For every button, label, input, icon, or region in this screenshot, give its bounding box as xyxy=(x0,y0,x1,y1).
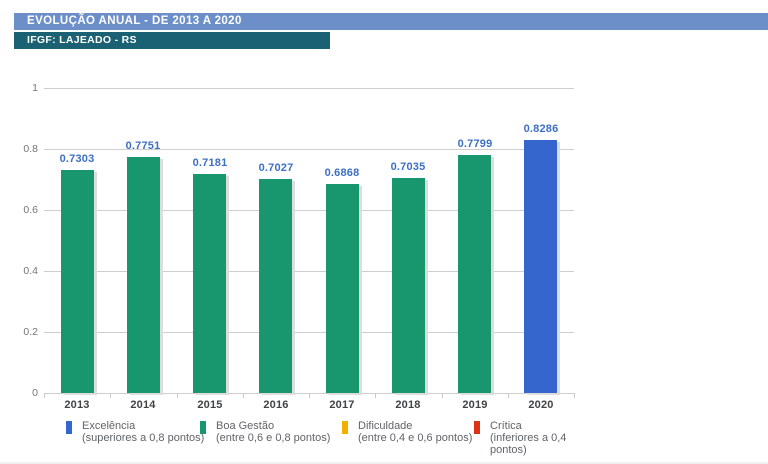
y-axis-tick-label: 0.4 xyxy=(23,265,38,277)
y-axis-tick-label: 0.8 xyxy=(23,143,38,155)
y-axis-tick-label: 0.6 xyxy=(23,204,38,216)
x-axis-tick xyxy=(110,393,111,398)
x-axis-tick xyxy=(375,393,376,398)
bar-value-label: 0.7799 xyxy=(457,138,493,150)
legend-label: Dificuldade (entre 0,4 e 0,6 pontos) xyxy=(358,420,473,444)
x-axis-label-2017: 2017 xyxy=(329,399,355,411)
legend-label: Excelência (superiores a 0,8 pontos) xyxy=(82,420,205,444)
gridline xyxy=(44,149,574,150)
x-axis-tick xyxy=(177,393,178,398)
bar-value-label: 0.6868 xyxy=(324,167,360,179)
x-axis-label-2016: 2016 xyxy=(263,399,289,411)
legend-item-2: Dificuldade (entre 0,4 e 0,6 pontos) xyxy=(342,420,472,444)
bar-2013[interactable] xyxy=(61,170,94,393)
legend-label: Boa Gestão (entre 0,6 e 0,8 pontos) xyxy=(216,420,331,444)
x-axis-tick xyxy=(442,393,443,398)
gridline xyxy=(44,332,574,333)
bar-value-label: 0.7303 xyxy=(59,153,95,165)
bar-2014[interactable] xyxy=(127,157,160,393)
x-axis-label-2020: 2020 xyxy=(528,399,554,411)
x-axis-label-2019: 2019 xyxy=(462,399,488,411)
page-title: EVOLUÇÃO ANUAL - DE 2013 A 2020 xyxy=(27,15,242,27)
legend-swatch xyxy=(474,421,480,434)
y-axis-tick-label: 0.2 xyxy=(23,326,38,338)
gridline xyxy=(44,210,574,211)
x-axis-tick xyxy=(243,393,244,398)
chart-subtitle-bar: IFGF: LAJEADO - RS xyxy=(14,32,330,49)
bar-2017[interactable] xyxy=(326,184,359,393)
legend-item-1: Boa Gestão (entre 0,6 e 0,8 pontos) xyxy=(200,420,330,444)
x-axis-tick xyxy=(508,393,509,398)
legend-label: Crítica (inferiores a 0,4 pontos) xyxy=(490,420,567,456)
x-axis-label-2014: 2014 xyxy=(130,399,156,411)
chart-title-bar: EVOLUÇÃO ANUAL - DE 2013 A 2020 xyxy=(14,13,768,30)
bar-2016[interactable] xyxy=(259,179,292,393)
bar-value-label: 0.7027 xyxy=(258,162,294,174)
x-axis-tick xyxy=(44,393,45,398)
bar-value-label: 0.7181 xyxy=(192,157,228,169)
gridline xyxy=(44,88,574,89)
bar-2019[interactable] xyxy=(458,155,491,393)
x-axis-label-2018: 2018 xyxy=(395,399,421,411)
bar-2015[interactable] xyxy=(193,174,226,393)
x-axis-tick xyxy=(309,393,310,398)
y-axis-tick-label: 1 xyxy=(32,82,38,94)
x-axis-label-2013: 2013 xyxy=(64,399,90,411)
y-axis-tick-label: 0 xyxy=(32,387,38,399)
bar-2020[interactable] xyxy=(524,140,557,393)
x-axis-tick xyxy=(574,393,575,398)
legend-swatch xyxy=(200,421,206,434)
legend-item-0: Excelência (superiores a 0,8 pontos) xyxy=(66,420,204,444)
bar-value-label: 0.8286 xyxy=(523,123,559,135)
page-subtitle: IFGF: LAJEADO - RS xyxy=(27,34,137,46)
gridline xyxy=(44,271,574,272)
legend-swatch xyxy=(342,421,348,434)
bar-value-label: 0.7751 xyxy=(125,140,161,152)
bar-value-label: 0.7035 xyxy=(390,161,426,173)
legend-swatch xyxy=(66,421,72,434)
bar-2018[interactable] xyxy=(392,178,425,393)
legend-item-3: Crítica (inferiores a 0,4 pontos) xyxy=(474,420,566,456)
x-axis-label-2015: 2015 xyxy=(197,399,223,411)
